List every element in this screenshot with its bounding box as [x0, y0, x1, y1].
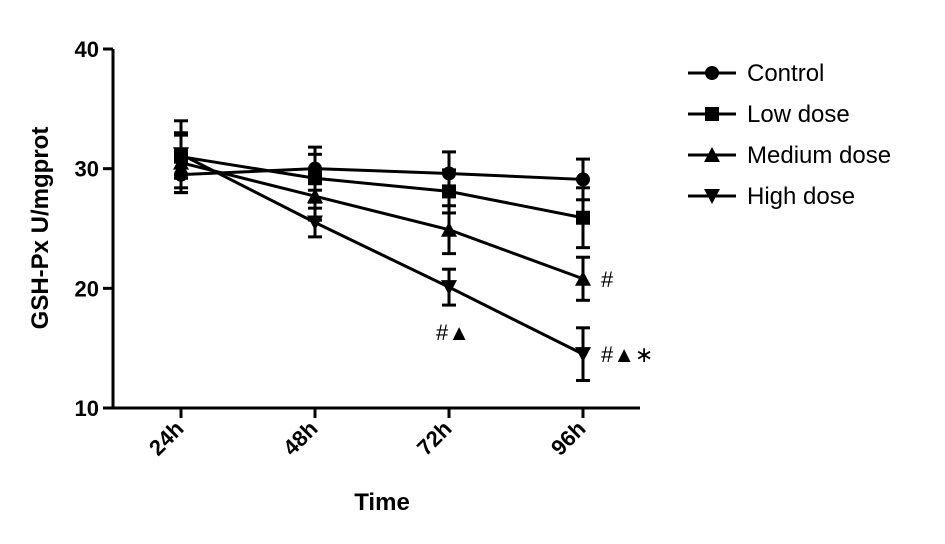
data-point-marker [704, 147, 720, 162]
data-point-marker [704, 189, 720, 204]
chart-annotations: # #▲ #▲∗ [436, 267, 653, 367]
legend-item: High dose [688, 183, 855, 210]
x-tick-label: 96h [546, 416, 590, 460]
data-point-marker [576, 172, 590, 187]
x-axis-title: Time [354, 489, 410, 516]
series-low-dose [174, 133, 590, 250]
legend-item: Medium dose [688, 142, 891, 169]
series-line [180, 167, 584, 181]
legend-label: Low dose [747, 101, 850, 128]
data-point-marker [705, 66, 719, 80]
data-point-marker [307, 188, 323, 204]
series-high-dose [173, 119, 591, 382]
data-point-marker [441, 221, 457, 237]
data-point-marker [441, 280, 457, 296]
y-axis-title: GSH-Px U/mgprot [27, 127, 54, 330]
significance-annotation: # [601, 267, 614, 292]
y-tick-label: 10 [75, 396, 99, 421]
data-point-marker [307, 215, 323, 231]
significance-annotation: #▲∗ [601, 342, 653, 367]
data-point-marker [575, 270, 591, 286]
series-control [174, 145, 590, 202]
chart-legend: Control Low dose Medium dose High dose [688, 60, 891, 210]
legend-label: Control [747, 60, 824, 87]
chart-series [173, 119, 591, 382]
chart-axes: 10 20 30 40 24h 48h 72h 96h [75, 37, 640, 460]
data-point-marker [576, 210, 590, 225]
series-line [180, 155, 584, 220]
series-line [180, 161, 584, 281]
y-tick-label: 40 [75, 37, 99, 62]
legend-item: Control [688, 60, 824, 87]
legend-label: High dose [747, 183, 855, 210]
significance-annotation: #▲ [436, 320, 470, 345]
legend-item: Low dose [688, 101, 850, 128]
data-point-marker [575, 347, 591, 363]
legend-label: Medium dose [747, 142, 891, 169]
data-point-marker [442, 184, 456, 199]
data-point-marker [705, 107, 719, 121]
series-line [180, 152, 584, 356]
x-tick-label: 72h [412, 416, 456, 460]
y-tick-label: 30 [75, 157, 99, 182]
x-tick-label: 48h [278, 416, 322, 460]
data-point-marker [173, 147, 189, 163]
series-medium-dose [173, 131, 591, 302]
y-tick-label: 20 [75, 276, 99, 301]
x-tick-label: 24h [144, 416, 188, 460]
